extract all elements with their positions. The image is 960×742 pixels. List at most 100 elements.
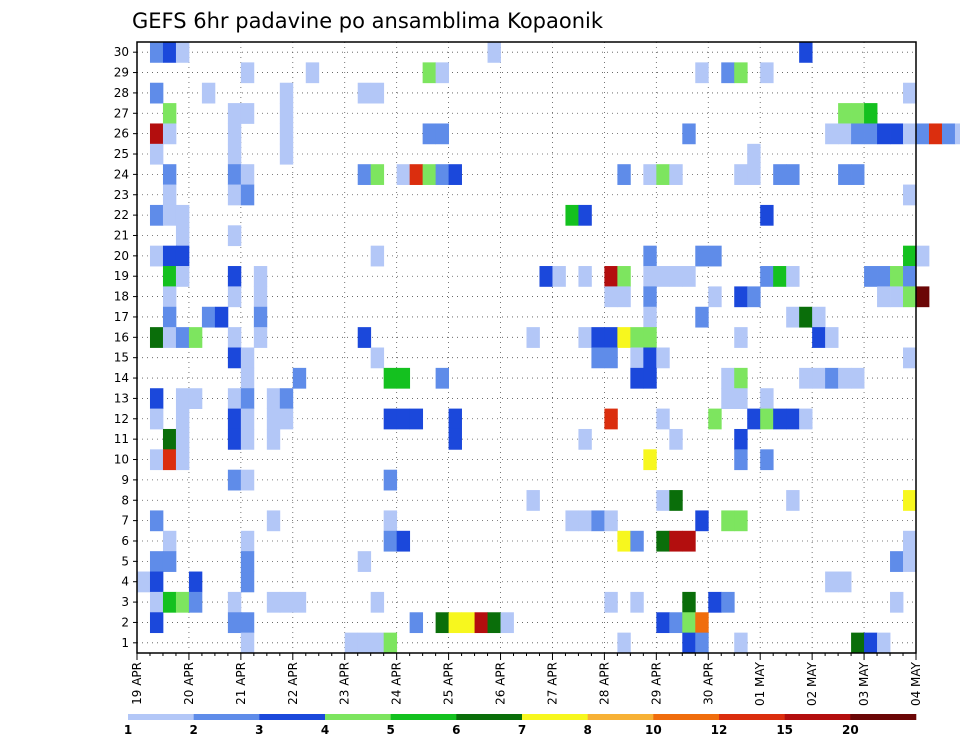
heatmap-cell <box>149 42 164 63</box>
heatmap-cell <box>630 327 644 348</box>
heatmap-cell <box>786 490 800 511</box>
heatmap-cell <box>227 164 242 185</box>
heatmap-cell <box>370 82 385 104</box>
chart-title: GEFS 6hr padavine po ansamblima Kopaonik <box>132 9 604 33</box>
heatmap-cell <box>864 103 878 124</box>
color-scale-label: 2 <box>189 723 197 737</box>
heatmap-cell <box>162 428 177 450</box>
heatmap-cell <box>500 612 514 634</box>
heatmap-cell <box>188 327 203 348</box>
color-scale-swatch <box>784 714 851 720</box>
heatmap-cell <box>435 612 449 634</box>
heatmap-cell <box>851 632 865 654</box>
y-tick-label: 23 <box>114 188 129 202</box>
heatmap-cell <box>370 245 385 267</box>
heatmap-cell <box>578 510 592 532</box>
heatmap-cell <box>578 327 592 348</box>
heatmap-cell <box>643 367 657 389</box>
heatmap-cell <box>162 164 177 185</box>
y-tick-label: 15 <box>114 351 129 365</box>
heatmap-cell <box>357 82 372 104</box>
heatmap-cell <box>370 164 385 185</box>
heatmap-cell <box>708 245 722 267</box>
heatmap-cell <box>279 103 294 124</box>
y-tick-label: 22 <box>114 208 129 222</box>
heatmap-cell <box>227 408 242 430</box>
heatmap-cell <box>175 449 190 471</box>
heatmap-cell <box>591 327 605 348</box>
heatmap-cell <box>227 591 242 613</box>
heatmap-cell <box>760 408 774 430</box>
heatmap-cell <box>903 266 917 287</box>
heatmap-cell <box>643 449 657 471</box>
heatmap-cell <box>383 367 398 389</box>
heatmap-cell <box>656 530 670 552</box>
heatmap-cell <box>604 347 618 369</box>
heatmap-cell <box>591 347 605 369</box>
heatmap-cell <box>188 571 203 593</box>
heatmap-cell <box>487 42 501 63</box>
heatmap-cell <box>357 164 372 185</box>
heatmap-cell <box>916 286 930 308</box>
heatmap-cell <box>279 408 294 430</box>
heatmap-cell <box>227 327 242 348</box>
heatmap-cell <box>669 490 683 511</box>
heatmap-cell <box>461 612 475 634</box>
heatmap-cell <box>175 245 190 267</box>
heatmap-cell <box>175 42 190 63</box>
color-scale-swatch <box>259 714 326 720</box>
heatmap-cell <box>656 266 670 287</box>
heatmap-cell <box>344 632 359 654</box>
heatmap-cell <box>149 123 164 145</box>
heatmap-cell <box>383 632 398 654</box>
heatmap-cell <box>526 490 540 511</box>
heatmap-cell <box>149 591 164 613</box>
heatmap-cell <box>903 286 917 308</box>
heatmap-cell <box>734 428 748 450</box>
heatmap-cell <box>422 164 437 185</box>
heatmap-cell <box>903 82 917 104</box>
heatmap-cell <box>149 204 164 226</box>
heatmap-cell <box>175 327 190 348</box>
heatmap-cell <box>448 612 462 634</box>
heatmap-cell <box>682 612 696 634</box>
y-tick-label: 1 <box>121 636 129 650</box>
heatmap-cell <box>604 408 618 430</box>
heatmap-cell <box>253 306 268 328</box>
heatmap-cell <box>786 408 800 430</box>
heatmap-cell <box>734 62 748 84</box>
heatmap-cell <box>825 367 839 389</box>
heatmap-cell <box>877 266 891 287</box>
heatmap-cell <box>825 571 839 593</box>
heatmap-cell <box>448 164 462 185</box>
heatmap-cell <box>838 123 852 145</box>
color-scale-label: 5 <box>386 723 394 737</box>
heatmap-cell <box>773 408 787 430</box>
y-tick-label: 6 <box>121 534 129 548</box>
color-scale-label: 6 <box>452 723 460 737</box>
heatmap-cell <box>448 408 462 430</box>
heatmap-cell <box>253 286 268 308</box>
heatmap-cell <box>630 367 644 389</box>
heatmap-cell <box>578 204 592 226</box>
heatmap-cell <box>812 306 826 328</box>
x-tick-label: 29 APR <box>649 662 663 705</box>
heatmap-cell <box>656 490 670 511</box>
heatmap-cell <box>240 530 255 552</box>
heatmap-cell <box>617 266 631 287</box>
y-tick-label: 3 <box>121 595 129 609</box>
heatmap-cell <box>799 306 813 328</box>
y-tick-label: 13 <box>114 391 129 405</box>
heatmap-cell <box>396 367 411 389</box>
heatmap-cell <box>162 42 177 63</box>
heatmap-cell <box>162 184 177 206</box>
heatmap-cell <box>799 367 813 389</box>
heatmap-cell <box>149 408 164 430</box>
heatmap-cell <box>279 143 294 165</box>
heatmap-cell <box>305 62 320 84</box>
heatmap-cell <box>227 469 242 491</box>
x-tick-label: 25 APR <box>442 662 456 705</box>
heatmap-cell <box>227 286 242 308</box>
heatmap-cell <box>604 510 618 532</box>
heatmap-cell <box>240 428 255 450</box>
